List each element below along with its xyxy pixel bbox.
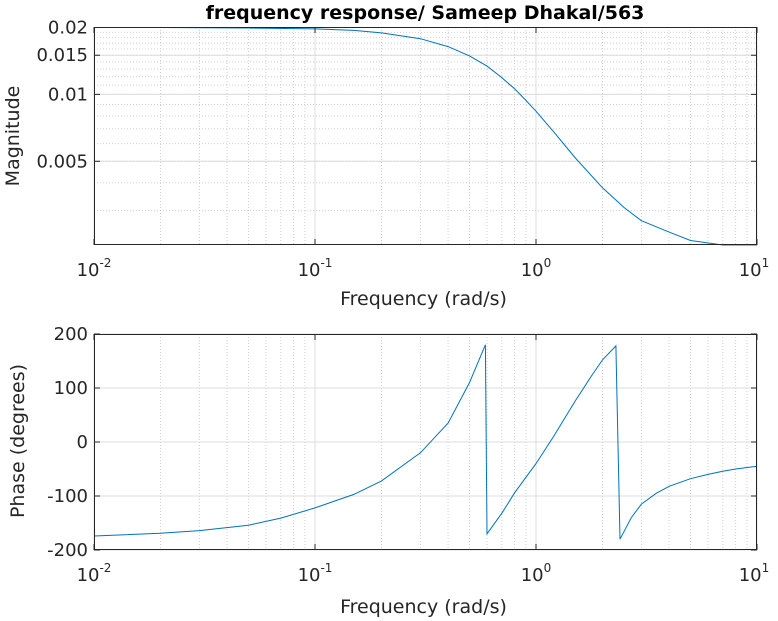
axes-frame — [94, 27, 757, 245]
x-tick-label: 101 — [739, 256, 770, 281]
x-tick-label: 100 — [521, 561, 552, 586]
x-axis-label: Frequency (rad/s) — [340, 596, 507, 618]
y-tick-label: 200 — [54, 324, 88, 345]
y-tick-label: -200 — [47, 540, 88, 561]
x-tick-label: 10-2 — [77, 256, 112, 281]
y-tick-label: 0 — [77, 432, 88, 453]
x-tick-label: 101 — [739, 561, 770, 586]
y-tick-label: 0.02 — [48, 17, 88, 38]
figure-title: frequency response/ Sameep Dhakal/563 — [206, 2, 645, 24]
y-tick-label: 0.015 — [36, 45, 88, 66]
series-line — [93, 344, 758, 540]
x-tick-label: 100 — [521, 256, 552, 281]
y-tick-label: -100 — [47, 486, 88, 507]
y-tick-label: 0.01 — [48, 84, 88, 105]
y-tick-label: 0.005 — [36, 151, 88, 172]
x-tick-label: 10-2 — [77, 561, 112, 586]
y-axis-label: Magnitude — [2, 86, 24, 187]
y-axis-label: Phase (degrees) — [7, 364, 29, 518]
plot-area — [94, 27, 757, 245]
magnitude-plot: 10-2 10-1 100 101 0.005 0.01 0.015 0.02 Frequenc… — [2, 17, 769, 310]
x-axis-label: Frequency (rad/s) — [340, 288, 507, 310]
y-tick-label: 100 — [54, 378, 88, 399]
phase-plot: 10-2 10-1 100 101 -200 -100 0 100 200 Frequency (… — [7, 324, 769, 618]
x-tick-label: 10-1 — [298, 561, 333, 586]
x-tick-label: 10-1 — [298, 256, 333, 281]
series-line — [94, 27, 757, 246]
